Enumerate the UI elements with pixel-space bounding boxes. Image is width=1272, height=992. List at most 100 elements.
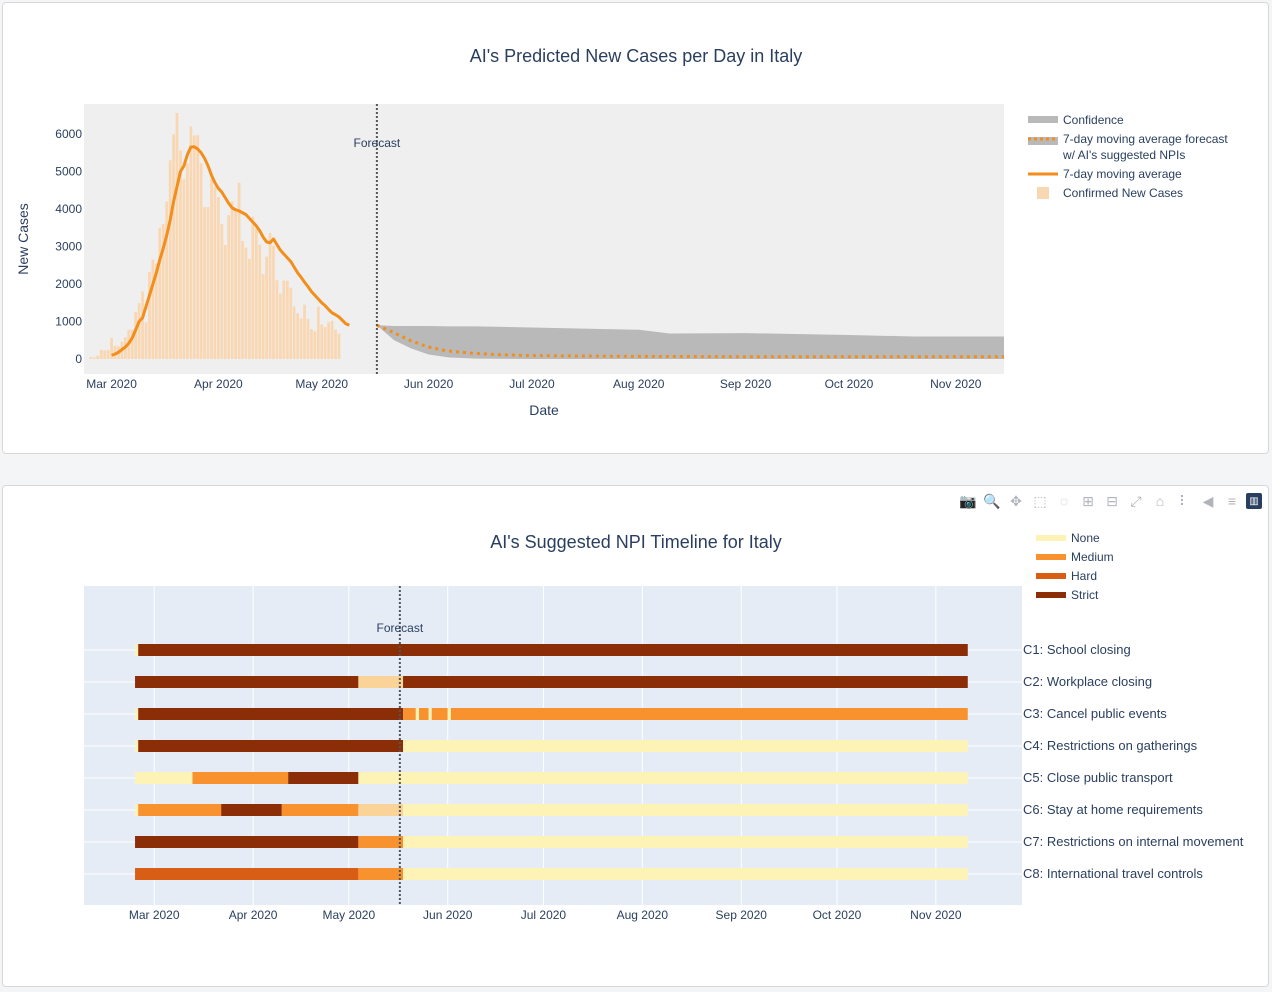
y-tick-label: 6000 <box>55 127 82 141</box>
hover-closest-icon[interactable]: ◀ <box>1202 493 1214 509</box>
y-tick-label: 2000 <box>55 277 82 291</box>
case-bar <box>320 324 324 359</box>
case-bar <box>154 263 158 359</box>
zoom-in-icon[interactable]: ⊞ <box>1082 493 1094 509</box>
case-bar <box>182 179 186 359</box>
npi-segment <box>428 708 432 720</box>
camera-icon[interactable]: 📷 <box>959 493 977 509</box>
case-bar <box>285 280 289 359</box>
x-tick-label: Aug 2020 <box>617 908 669 922</box>
case-bar <box>148 272 151 359</box>
case-bar <box>289 287 293 359</box>
spike-lines-icon[interactable]: ⠇ <box>1178 493 1190 509</box>
npi-row-label: C1: School closing <box>1023 642 1131 657</box>
case-bar <box>316 306 320 359</box>
legend-label: 7-day moving average <box>1063 167 1182 181</box>
npi-segment <box>135 676 359 688</box>
case-bar <box>192 135 196 359</box>
npi-segment <box>221 804 282 816</box>
zoom-out-icon[interactable]: ⊟ <box>1106 493 1118 509</box>
x-tick-label: May 2020 <box>295 377 348 391</box>
x-tick-label: Mar 2020 <box>129 908 180 922</box>
npi-row-label: C4: Restrictions on gatherings <box>1023 738 1198 753</box>
cases-chart: AI's Predicted New Cases per Day in Ital… <box>15 46 1228 418</box>
case-bar <box>161 224 165 359</box>
npi-timeline-card: 📷 🔍 ✥ ⬚ ◌ ⊞ ⊟ ⤢ ⌂ ⠇ ◀ ≡ ▥ AI's Suggested NPI Timelin… <box>2 485 1269 987</box>
x-tick-label: Jul 2020 <box>509 377 555 391</box>
npi-timeline-chart: AI's Suggested NPI Timeline for Italy Mar… <box>84 531 1244 922</box>
case-bar <box>234 210 237 359</box>
case-bar <box>175 113 179 359</box>
lasso-select-icon[interactable]: ◌ <box>1059 493 1069 509</box>
npi-segment <box>135 804 139 816</box>
case-bar <box>110 338 113 359</box>
npi-segment <box>431 708 448 720</box>
chart-title: AI's Suggested NPI Timeline for Italy <box>490 532 782 552</box>
case-bar <box>268 233 272 359</box>
case-bar <box>323 327 327 359</box>
npi-segment <box>138 804 222 816</box>
cases-chart-card: AI's Predicted New Cases per Day in Ital… <box>2 2 1269 454</box>
npi-segment <box>135 740 139 752</box>
case-bar <box>199 163 203 359</box>
npi-segment <box>358 804 404 816</box>
npi-row-label: C7: Restrictions on internal movement <box>1023 834 1244 849</box>
moving-average-line <box>111 145 350 357</box>
case-bar <box>254 228 258 359</box>
x-tick-label: Oct 2020 <box>813 908 862 922</box>
npi-segment <box>135 708 139 720</box>
npi-row-label: C6: Stay at home requirements <box>1023 802 1203 817</box>
forecast-line <box>376 323 1004 359</box>
npi-row-label: C5: Close public transport <box>1023 770 1173 785</box>
case-bar <box>165 201 169 359</box>
case-bar <box>248 258 251 359</box>
x-tick-label: Oct 2020 <box>825 377 874 391</box>
x-tick-label: Apr 2020 <box>194 377 243 391</box>
zoom-icon[interactable]: 🔍 <box>983 493 1001 509</box>
case-bar <box>337 333 341 359</box>
npi-row-label: C8: International travel controls <box>1023 866 1203 881</box>
y-tick-label: 3000 <box>55 240 82 254</box>
x-tick-label: Nov 2020 <box>930 377 982 391</box>
npi-row-label: C3: Cancel public events <box>1023 706 1167 721</box>
npi-segment <box>358 772 968 784</box>
case-bar <box>103 350 107 359</box>
x-tick-label: Jun 2020 <box>423 908 473 922</box>
npi-segment <box>358 676 404 688</box>
case-bar <box>185 163 189 359</box>
x-tick-label: Sep 2020 <box>716 908 768 922</box>
home-icon[interactable]: ⌂ <box>1155 493 1165 509</box>
npi-segment <box>358 868 404 880</box>
y-tick-label: 5000 <box>55 165 82 179</box>
case-bar <box>265 256 268 359</box>
case-bar <box>144 322 148 359</box>
pan-icon[interactable]: ✥ <box>1010 493 1022 509</box>
forecast-annotation: Forecast <box>354 136 401 150</box>
case-bar <box>92 357 96 359</box>
plotly-logo-icon[interactable]: ▥ <box>1246 493 1262 509</box>
npi-segment <box>447 708 451 720</box>
x-tick-label: Sep 2020 <box>720 377 772 391</box>
y-axis-title: New Cases <box>15 203 31 275</box>
case-bar <box>137 303 141 359</box>
npi-segment <box>403 836 968 848</box>
case-bar <box>279 293 282 359</box>
case-bar <box>172 134 175 359</box>
box-select-icon[interactable]: ⬚ <box>1033 493 1047 509</box>
npi-segment <box>135 868 359 880</box>
npi-segment <box>403 676 968 688</box>
case-bar <box>261 274 265 359</box>
case-bar <box>251 216 255 359</box>
hover-compare-icon[interactable]: ≡ <box>1227 493 1237 509</box>
npi-row-label: C2: Workplace closing <box>1023 674 1152 689</box>
autoscale-icon[interactable]: ⤢ <box>1130 493 1142 509</box>
case-bar <box>292 306 296 359</box>
case-bar <box>223 245 227 359</box>
legend-swatch-confidence-bg <box>1028 137 1058 145</box>
case-bar <box>141 291 144 359</box>
case-bar <box>296 313 300 359</box>
case-bar <box>99 349 103 359</box>
case-bar <box>210 179 213 359</box>
legend-label: w/ AI's suggested NPIs <box>1062 148 1185 162</box>
case-bar <box>168 160 172 359</box>
